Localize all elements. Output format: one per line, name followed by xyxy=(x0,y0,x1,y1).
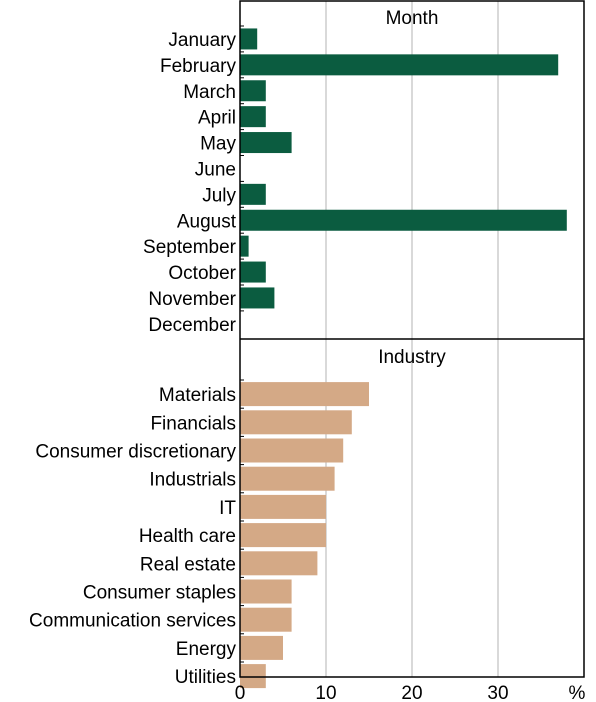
bar-february xyxy=(240,54,559,76)
bar-november xyxy=(240,287,275,309)
category-label: Consumer staples xyxy=(83,583,236,604)
category-label: April xyxy=(198,108,236,129)
bar-it xyxy=(240,494,326,519)
category-label: December xyxy=(148,315,236,336)
category-label: Materials xyxy=(159,385,236,406)
category-label: Health care xyxy=(139,526,236,547)
category-label: Communication services xyxy=(29,611,236,632)
bar-communication-services xyxy=(240,607,292,632)
category-labels: January February March April May June July Augu… xyxy=(29,30,237,688)
x-tick-label: 30 xyxy=(487,683,508,702)
category-label: June xyxy=(195,159,236,180)
bar-industrials xyxy=(240,466,335,491)
bar-october xyxy=(240,261,266,283)
bar-july xyxy=(240,183,266,205)
category-label: Energy xyxy=(176,639,237,660)
bar-september xyxy=(240,235,249,257)
bar-materials xyxy=(240,382,369,407)
x-axis-unit: % xyxy=(569,683,586,702)
x-tick-label: 0 xyxy=(235,683,246,702)
category-label: Industrials xyxy=(149,470,236,491)
bar-may xyxy=(240,132,292,154)
x-tick-label: 20 xyxy=(401,683,422,702)
category-label: March xyxy=(183,82,236,103)
x-tick-label: 10 xyxy=(315,683,336,702)
category-label: August xyxy=(177,211,237,232)
bar-march xyxy=(240,80,266,102)
bar-real-estate xyxy=(240,551,318,576)
category-label: January xyxy=(168,30,236,51)
panel-title-month: Month xyxy=(386,8,439,29)
axis-ticks: 0 10 20 30 xyxy=(235,25,509,702)
category-label: February xyxy=(160,56,237,77)
category-label: Utilities xyxy=(175,667,236,688)
bar-consumer-discretionary xyxy=(240,438,344,463)
bar-april xyxy=(240,106,266,128)
panel-title-industry: Industry xyxy=(378,347,446,368)
category-label: IT xyxy=(219,498,236,519)
category-label: Financials xyxy=(150,413,236,434)
bars xyxy=(240,28,567,689)
category-label: September xyxy=(143,237,237,258)
bar-energy xyxy=(240,635,283,660)
category-label: May xyxy=(200,134,236,155)
category-label: July xyxy=(202,185,236,206)
bar-financials xyxy=(240,410,352,435)
category-label: Consumer discretionary xyxy=(35,442,236,463)
bar-utilities xyxy=(240,664,266,689)
category-label: October xyxy=(168,263,236,284)
bar-august xyxy=(240,209,567,231)
bar-consumer-staples xyxy=(240,579,292,604)
bar-health-care xyxy=(240,523,326,548)
category-label: Real estate xyxy=(140,554,236,575)
category-label: November xyxy=(148,289,236,310)
bar-january xyxy=(240,28,258,50)
